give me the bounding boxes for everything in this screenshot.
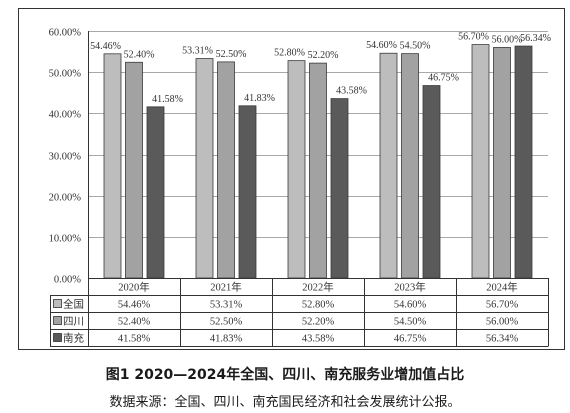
table-cell: 54.46% (118, 300, 151, 311)
y-tick-label: 0.00% (54, 275, 81, 286)
table-row-label: 四川 (63, 316, 84, 328)
table-cell: 52.20% (302, 317, 335, 328)
bar-series2-1 (125, 61, 143, 279)
table-row-label: 全国 (63, 298, 84, 311)
table-cell: 54.60% (394, 300, 427, 311)
data-label: 53.31% (182, 46, 213, 57)
table-row-label: 南充 (63, 332, 84, 345)
y-tick-label: 40.00% (49, 110, 82, 121)
table-header-cell: 2023年 (394, 281, 426, 294)
data-label: 52.40% (124, 49, 155, 60)
data-label: 54.46% (90, 41, 121, 52)
legend-swatch (53, 333, 62, 342)
table-cell: 53.31% (210, 300, 243, 311)
data-label: 56.34% (520, 33, 551, 44)
data-label: 41.58% (152, 94, 183, 105)
table-cell: 56.00% (486, 317, 519, 328)
legend-swatch (53, 316, 62, 325)
bar-series3-4 (422, 85, 441, 279)
y-tick-label: 60.00% (49, 28, 82, 39)
bar-series2-2 (217, 61, 235, 279)
table-cell: 41.58% (118, 334, 151, 345)
bar-series1-2 (195, 58, 214, 279)
data-label: 46.75% (428, 73, 459, 84)
bar-series3-2 (238, 105, 257, 279)
table-header-cell: 2020年 (118, 281, 150, 294)
bar-series3-5 (514, 45, 533, 279)
table-header-cell: 2022年 (302, 281, 334, 294)
y-tick-label: 50.00% (49, 69, 82, 80)
figure-caption: 图1 2020—2024年全国、四川、南充服务业增加值占比 (105, 367, 465, 383)
data-label: 41.83% (244, 93, 275, 104)
y-tick-label: 10.00% (49, 234, 82, 245)
table-cell: 56.70% (486, 300, 519, 311)
table-cell: 52.50% (210, 317, 243, 328)
data-label: 52.80% (274, 48, 305, 59)
table-header-cell: 2021年 (210, 281, 242, 294)
data-label: 52.50% (216, 49, 247, 60)
table-cell: 43.58% (302, 334, 335, 345)
bar-series1-3 (287, 60, 306, 279)
bar-series1-1 (103, 53, 122, 279)
bar-chart-with-data-table: 0.00% 10.00% 20.00% 30.00% 40.00% 50.00% 60.00… (18, 8, 565, 350)
table-cell: 54.50% (394, 317, 427, 328)
bar-series1-4 (379, 52, 398, 279)
data-label: 56.00% (492, 34, 523, 45)
bar-series2-3 (309, 62, 327, 279)
y-tick-label: 30.00% (49, 152, 82, 163)
y-tick-label: 20.00% (49, 193, 82, 204)
table-cell: 41.83% (210, 334, 243, 345)
table-cell: 52.80% (302, 300, 335, 311)
bar-series1-5 (471, 44, 490, 279)
data-label: 56.70% (458, 32, 489, 43)
data-label: 54.60% (366, 40, 397, 51)
data-label: 54.50% (400, 41, 431, 52)
table-cell: 56.34% (486, 334, 519, 345)
data-label: 52.20% (308, 50, 339, 61)
legend-swatch (53, 299, 62, 308)
table-cell: 46.75% (394, 334, 427, 345)
bar-series3-3 (330, 98, 349, 279)
data-label: 43.58% (336, 86, 367, 97)
chart-frame (18, 8, 565, 350)
bar-series2-4 (401, 53, 419, 279)
bar-series3-1 (146, 106, 165, 279)
data-source-note: 数据来源：全国、四川、南充国民经济和社会发展统计公报。 (109, 395, 461, 410)
bar-series2-5 (493, 47, 511, 279)
table-header-cell: 2024年 (486, 281, 518, 294)
table-cell: 52.40% (118, 317, 151, 328)
